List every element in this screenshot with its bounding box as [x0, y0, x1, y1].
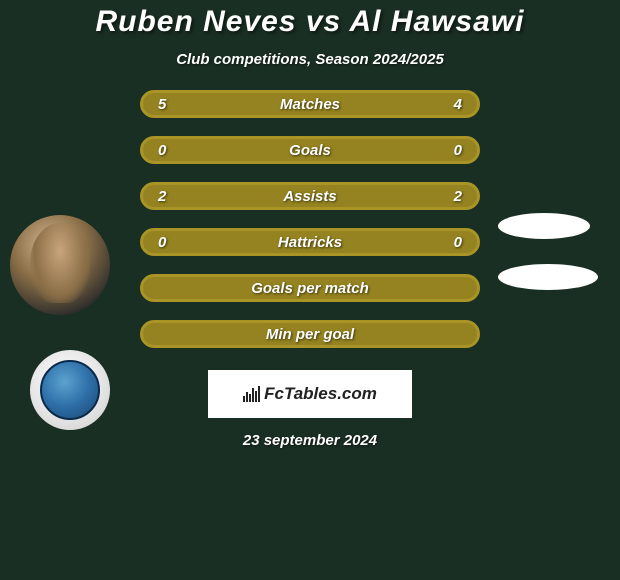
player2-avatar-placeholder — [498, 213, 590, 239]
stat-value-left: 0 — [158, 234, 166, 251]
club-logo-inner — [40, 360, 100, 420]
player1-avatar — [10, 215, 110, 315]
stat-rows-container: 5 Matches 4 0 Goals 0 2 Assists 2 0 Hattricks 0 Goal… — [140, 90, 480, 366]
stat-label: Assists — [283, 188, 336, 205]
stat-value-right: 0 — [454, 142, 462, 159]
comparison-card: Ruben Neves vs Al Hawsawi Club competiti… — [0, 0, 620, 580]
stat-row: 0 Goals 0 — [140, 136, 480, 164]
stat-value-right: 0 — [454, 234, 462, 251]
stat-row: 5 Matches 4 — [140, 90, 480, 118]
stat-row: Min per goal — [140, 320, 480, 348]
player2-club-placeholder — [498, 264, 598, 290]
date-text: 23 september 2024 — [243, 432, 377, 449]
stat-value-right: 4 — [454, 96, 462, 113]
stat-label: Min per goal — [266, 326, 354, 343]
stats-area: 5 Matches 4 0 Goals 0 2 Assists 2 0 Hattricks 0 Goal… — [0, 90, 620, 366]
page-title: Ruben Neves vs Al Hawsawi — [95, 5, 524, 39]
stat-label: Goals — [289, 142, 331, 159]
stat-label: Hattricks — [278, 234, 342, 251]
stat-value-left: 5 — [158, 96, 166, 113]
player1-club-logo — [30, 350, 110, 430]
fctables-text: FcTables.com — [243, 384, 377, 404]
stat-label: Matches — [280, 96, 340, 113]
stat-row: Goals per match — [140, 274, 480, 302]
bars-icon — [243, 386, 260, 402]
stat-row: 2 Assists 2 — [140, 182, 480, 210]
stat-value-left: 2 — [158, 188, 166, 205]
stat-row: 0 Hattricks 0 — [140, 228, 480, 256]
fctables-label: FcTables.com — [264, 384, 377, 404]
stat-value-left: 0 — [158, 142, 166, 159]
stat-label: Goals per match — [251, 280, 369, 297]
subtitle: Club competitions, Season 2024/2025 — [176, 51, 444, 68]
fctables-badge: FcTables.com — [208, 370, 412, 418]
stat-value-right: 2 — [454, 188, 462, 205]
